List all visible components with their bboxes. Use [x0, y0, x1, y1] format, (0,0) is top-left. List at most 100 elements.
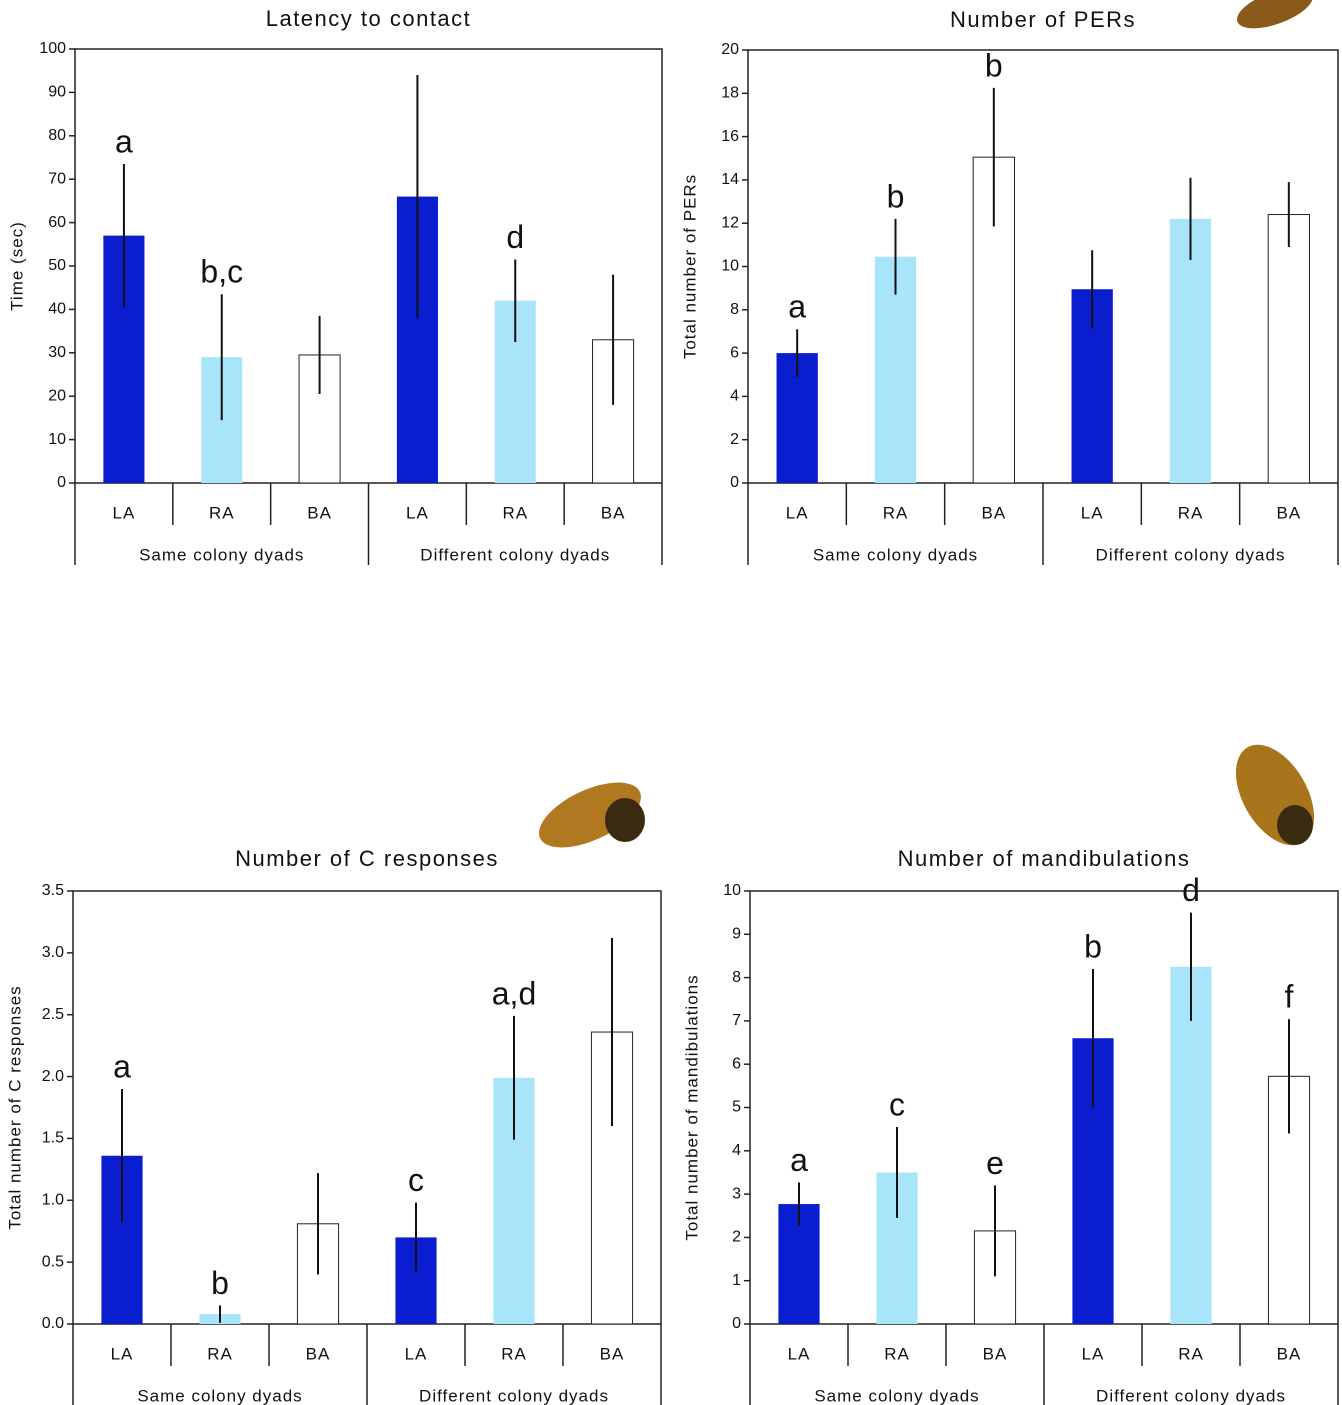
x-tick-label: LA	[1082, 1344, 1105, 1363]
bar	[1267, 214, 1310, 484]
chart-panel: Latency to contact Time (sec) 0 10 20 30 40 50 6…	[7, 6, 663, 565]
y-tick-label: 14	[721, 171, 739, 188]
x-tick-label: RA	[207, 1344, 233, 1363]
group-label: Different colony dyads	[1096, 545, 1286, 564]
y-tick-label: 8	[732, 969, 741, 986]
y-tick-label: 20	[721, 41, 739, 58]
significance-letter: a	[113, 1048, 131, 1084]
y-tick-label: 0	[730, 474, 739, 491]
y-axis-label: Total number of mandibulations	[682, 974, 701, 1240]
y-tick-label: 70	[48, 170, 66, 187]
y-axis-label: Time (sec)	[7, 221, 26, 311]
plot-frame	[74, 48, 663, 484]
y-tick-label: 10	[48, 431, 66, 448]
chart-panel: Number of mandibulations Total number of …	[682, 846, 1339, 1405]
y-tick-label: 1.0	[42, 1192, 64, 1209]
chart-title: Number of mandibulations	[898, 846, 1191, 871]
group-label: Same colony dyads	[139, 545, 304, 564]
bar	[1170, 966, 1212, 1324]
chart-title: Latency to contact	[266, 6, 472, 31]
y-tick-label: 2	[732, 1229, 741, 1246]
group-label: Same colony dyads	[813, 545, 978, 564]
x-tick-label: LA	[406, 503, 429, 522]
plot-frame	[72, 890, 662, 1325]
y-tick-label: 12	[721, 214, 739, 231]
y-tick-label: 4	[732, 1142, 741, 1159]
bar	[1169, 218, 1212, 483]
y-tick-label: 1.5	[42, 1130, 64, 1147]
significance-letter: a	[790, 1142, 808, 1178]
significance-letter: b	[1084, 928, 1102, 964]
y-tick-label: 16	[721, 128, 739, 145]
x-tick-label: LA	[111, 1344, 134, 1363]
x-tick-label: RA	[502, 503, 528, 522]
significance-letter: c	[889, 1086, 905, 1122]
x-tick-label: LA	[786, 503, 809, 522]
y-tick-label: 8	[730, 301, 739, 318]
significance-letter: b,c	[200, 254, 243, 290]
y-tick-label: 3	[732, 1185, 741, 1202]
group-label: Same colony dyads	[814, 1386, 979, 1405]
y-tick-label: 100	[39, 40, 66, 57]
chart-panel: Number of C responses Total number of C r…	[5, 846, 662, 1405]
x-tick-label: LA	[788, 1344, 811, 1363]
significance-letter: d	[1182, 872, 1200, 908]
y-tick-label: 0.5	[42, 1253, 64, 1270]
y-tick-label: 9	[732, 926, 741, 943]
group-label: Different colony dyads	[1096, 1386, 1286, 1405]
y-tick-label: 3.0	[42, 944, 64, 961]
x-tick-label: RA	[884, 1344, 910, 1363]
significance-letter: f	[1285, 979, 1294, 1015]
y-tick-label: 20	[48, 387, 66, 404]
y-axis-label: Total number of PERs	[680, 174, 699, 359]
x-tick-label: LA	[1081, 503, 1104, 522]
x-tick-label: RA	[501, 1344, 527, 1363]
x-tick-label: LA	[113, 503, 136, 522]
group-label: Different colony dyads	[419, 1386, 609, 1405]
y-tick-label: 2.5	[42, 1006, 64, 1023]
significance-letter: a,d	[492, 975, 536, 1011]
y-tick-label: 0	[732, 1315, 741, 1332]
significance-letter: d	[506, 219, 524, 255]
x-tick-label: BA	[1276, 503, 1301, 522]
x-tick-label: BA	[307, 503, 332, 522]
significance-letter: b	[887, 178, 905, 214]
significance-letter: e	[986, 1145, 1004, 1181]
x-tick-label: BA	[306, 1344, 331, 1363]
x-tick-label: LA	[405, 1344, 428, 1363]
y-tick-label: 50	[48, 257, 66, 274]
group-label: Different colony dyads	[420, 545, 610, 564]
x-tick-label: BA	[601, 503, 626, 522]
x-tick-label: RA	[1178, 503, 1204, 522]
y-tick-label: 10	[721, 258, 739, 275]
y-tick-label: 6	[732, 1055, 741, 1072]
y-tick-label: 3.5	[42, 882, 64, 899]
y-tick-label: 80	[48, 127, 66, 144]
y-tick-label: 10	[723, 882, 741, 899]
significance-letter: c	[408, 1162, 424, 1198]
y-tick-label: 30	[48, 344, 66, 361]
y-tick-label: 2	[730, 431, 739, 448]
chart-title: Number of PERs	[950, 7, 1136, 32]
y-tick-label: 0.0	[42, 1315, 64, 1332]
x-tick-label: BA	[1277, 1344, 1302, 1363]
y-tick-label: 1	[732, 1272, 741, 1289]
y-tick-label: 5	[732, 1099, 741, 1116]
y-axis-label: Total number of C responses	[5, 985, 24, 1229]
significance-letter: b	[985, 47, 1003, 83]
chart-panel: Number of PERs Total number of PERs 0 2 4 6 8 1…	[680, 7, 1339, 565]
y-tick-label: 40	[48, 301, 66, 318]
y-tick-label: 0	[57, 474, 66, 491]
significance-letter: a	[788, 289, 806, 325]
x-tick-label: RA	[1178, 1344, 1204, 1363]
chart-title: Number of C responses	[235, 846, 499, 871]
y-tick-label: 6	[730, 344, 739, 361]
plot-frame	[747, 49, 1339, 484]
y-tick-label: 18	[721, 85, 739, 102]
y-tick-label: 7	[732, 1012, 741, 1029]
x-tick-label: BA	[600, 1344, 625, 1363]
x-tick-label: BA	[983, 1344, 1008, 1363]
y-tick-label: 4	[730, 388, 739, 405]
significance-letter: b	[211, 1265, 229, 1301]
